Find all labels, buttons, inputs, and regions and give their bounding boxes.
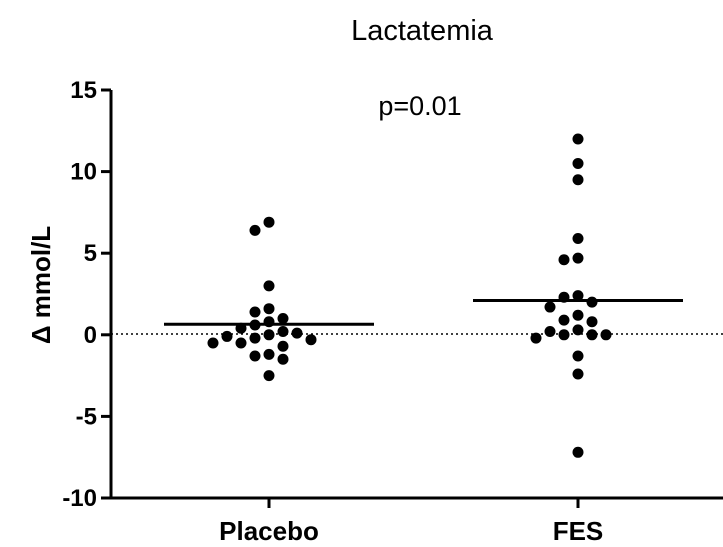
data-point: [235, 337, 247, 349]
data-point: [263, 303, 275, 315]
data-point: [572, 446, 584, 458]
data-point: [249, 350, 261, 362]
y-tick-label: 5: [84, 240, 97, 267]
data-point: [263, 280, 275, 292]
chart-title: Lactatemia: [351, 15, 494, 47]
data-point: [572, 350, 584, 362]
data-point: [249, 332, 261, 344]
x-ticks: Placebo FES: [219, 498, 603, 546]
data-point: [572, 133, 584, 145]
data-point: [586, 329, 598, 341]
data-point: [277, 312, 289, 324]
data-point: [263, 316, 275, 328]
data-point: [305, 334, 317, 346]
p-value-annotation: p=0.01: [378, 91, 461, 121]
data-point: [249, 319, 261, 331]
data-point: [277, 353, 289, 365]
data-point: [586, 296, 598, 308]
data-point: [263, 370, 275, 382]
data-point: [277, 340, 289, 352]
data-point: [558, 291, 570, 303]
data-point: [207, 337, 219, 349]
data-point: [249, 306, 261, 318]
data-points: [207, 133, 612, 458]
data-point: [263, 348, 275, 360]
data-point: [544, 301, 556, 313]
data-point: [263, 216, 275, 228]
data-point: [558, 254, 570, 266]
data-point: [572, 233, 584, 245]
data-point: [572, 309, 584, 321]
data-point: [572, 368, 584, 380]
data-point: [572, 157, 584, 169]
data-point: [221, 330, 233, 342]
y-tick-label: -5: [76, 403, 97, 430]
data-point: [572, 174, 584, 186]
mean-lines: [164, 299, 683, 326]
data-point: [249, 224, 261, 236]
y-axis-label: Δ mmol/L: [26, 226, 56, 344]
data-point: [544, 326, 556, 338]
data-point: [600, 329, 612, 341]
y-tick-label: -10: [62, 485, 97, 512]
data-point: [572, 252, 584, 264]
y-ticks: 15 10 5 0 -5 -10: [62, 77, 111, 512]
data-point: [291, 327, 303, 339]
x-category-label: FES: [553, 516, 604, 546]
y-tick-label: 10: [70, 159, 97, 186]
data-point: [558, 329, 570, 341]
data-point: [586, 316, 598, 328]
data-point: [530, 332, 542, 344]
data-point: [572, 290, 584, 302]
data-point: [263, 329, 275, 341]
y-tick-label: 0: [84, 322, 97, 349]
data-point: [558, 314, 570, 326]
y-tick-label: 15: [70, 77, 97, 104]
data-point: [572, 324, 584, 336]
data-point: [235, 322, 247, 334]
data-point: [277, 326, 289, 338]
x-category-label: Placebo: [219, 516, 319, 546]
